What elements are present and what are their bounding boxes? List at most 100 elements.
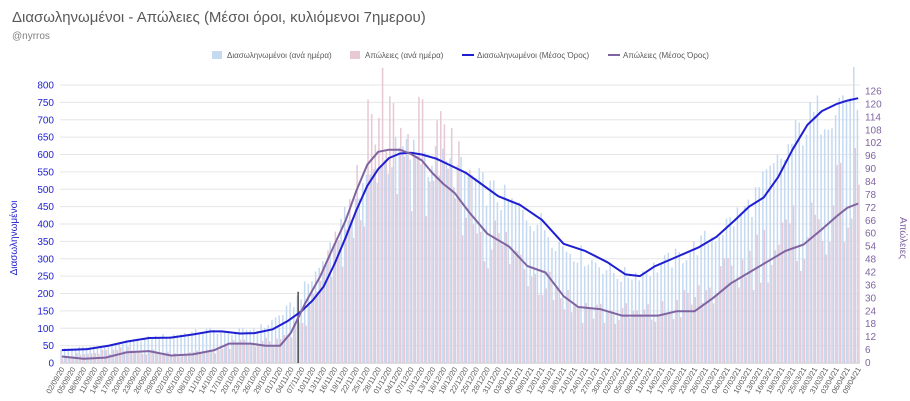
- bar-intubated: [231, 335, 233, 363]
- bar-deaths: [810, 202, 813, 363]
- bar-deaths: [574, 303, 577, 363]
- bar-deaths: [305, 325, 307, 363]
- bar-intubated: [194, 329, 197, 363]
- bar-deaths: [509, 264, 511, 363]
- bar-intubated: [285, 305, 288, 363]
- bar-deaths: [570, 312, 573, 363]
- bar-deaths: [221, 348, 224, 363]
- bar-intubated: [642, 271, 644, 363]
- right-tick-label: 72: [865, 203, 877, 214]
- bar-deaths: [778, 244, 780, 363]
- bar-deaths: [101, 349, 104, 363]
- bar-intubated: [198, 333, 200, 363]
- bar-intubated: [209, 327, 211, 363]
- left-axis-label: Διασωληνωμένοι: [8, 201, 20, 276]
- bar-intubated: [747, 199, 750, 363]
- bar-deaths: [752, 290, 755, 363]
- bar-deaths: [549, 271, 551, 363]
- bar-intubated: [314, 271, 317, 363]
- bar-deaths: [705, 290, 707, 363]
- bar-deaths: [665, 313, 667, 363]
- bar-deaths: [312, 293, 315, 363]
- bar-intubated: [653, 262, 655, 363]
- bar-intubated: [573, 261, 575, 363]
- bar-deaths: [207, 351, 209, 363]
- bar-intubated: [569, 253, 571, 363]
- bar-intubated: [598, 267, 600, 363]
- x-axis-ticks: 02/09/2005/09/2008/09/2011/09/2014/09/20…: [44, 365, 863, 395]
- left-tick-label: 50: [43, 341, 55, 352]
- bars-layer: [60, 66, 860, 364]
- bar-intubated: [594, 262, 597, 363]
- bar-deaths: [625, 303, 627, 363]
- left-tick-label: 100: [37, 324, 54, 335]
- bar-deaths: [334, 231, 337, 363]
- bar-deaths: [523, 269, 526, 363]
- bar-deaths: [301, 322, 304, 363]
- bar-intubated: [434, 146, 437, 363]
- bar-deaths: [436, 120, 438, 363]
- bar-intubated: [707, 243, 710, 363]
- bar-deaths: [181, 354, 184, 363]
- bar-deaths: [578, 308, 580, 363]
- gridlines: [60, 84, 860, 364]
- bar-deaths: [127, 346, 129, 363]
- left-tick-label: 0: [48, 359, 54, 370]
- bar-deaths: [614, 323, 617, 363]
- bar-intubated: [849, 97, 851, 363]
- left-tick-label: 350: [37, 237, 54, 248]
- bar-intubated: [85, 347, 88, 363]
- bar-deaths: [821, 241, 824, 363]
- bar-intubated: [173, 334, 175, 363]
- bar-deaths: [69, 356, 71, 363]
- bar-intubated: [762, 171, 764, 363]
- bar-intubated: [391, 167, 393, 363]
- right-tick-label: 60: [865, 229, 877, 240]
- bar-deaths: [418, 96, 420, 363]
- bar-deaths: [792, 205, 795, 363]
- bar-intubated: [333, 245, 335, 363]
- bar-intubated: [60, 349, 62, 363]
- right-tick-label: 120: [865, 99, 882, 110]
- bar-deaths: [480, 231, 482, 363]
- right-tick-label: 90: [865, 164, 877, 175]
- bar-intubated: [693, 241, 695, 363]
- bar-deaths: [363, 226, 366, 363]
- bar-intubated: [227, 332, 230, 363]
- bar-deaths: [621, 307, 624, 363]
- bar-intubated: [558, 241, 560, 363]
- bar-deaths: [367, 99, 369, 364]
- left-tick-label: 600: [37, 150, 54, 161]
- bar-intubated: [478, 168, 480, 363]
- bar-deaths: [563, 309, 566, 363]
- bar-deaths: [185, 355, 187, 363]
- bar-intubated: [631, 279, 633, 363]
- bar-deaths: [698, 285, 700, 363]
- bar-deaths: [156, 351, 158, 363]
- bar-deaths: [134, 350, 137, 363]
- bar-intubated: [711, 237, 713, 363]
- bar-deaths: [65, 357, 67, 363]
- bar-deaths: [250, 342, 253, 363]
- bar-intubated: [402, 146, 404, 363]
- bar-intubated: [71, 348, 73, 363]
- bar-deaths: [585, 302, 587, 363]
- bar-deaths: [294, 324, 297, 363]
- bar-intubated: [791, 143, 793, 363]
- bar-intubated: [158, 338, 160, 363]
- bar-deaths: [545, 288, 547, 363]
- bar-deaths: [770, 265, 773, 363]
- bar-deaths: [261, 340, 264, 363]
- bar-intubated: [100, 345, 102, 363]
- bar-deaths: [538, 294, 540, 363]
- bar-intubated: [522, 209, 524, 363]
- left-tick-label: 550: [37, 167, 54, 178]
- bar-deaths: [356, 165, 358, 363]
- bar-deaths: [825, 254, 827, 363]
- bar-deaths: [443, 124, 446, 364]
- bar-deaths: [589, 307, 591, 363]
- right-tick-label: 6: [865, 345, 871, 356]
- bar-intubated: [518, 202, 520, 363]
- bar-intubated: [580, 245, 582, 363]
